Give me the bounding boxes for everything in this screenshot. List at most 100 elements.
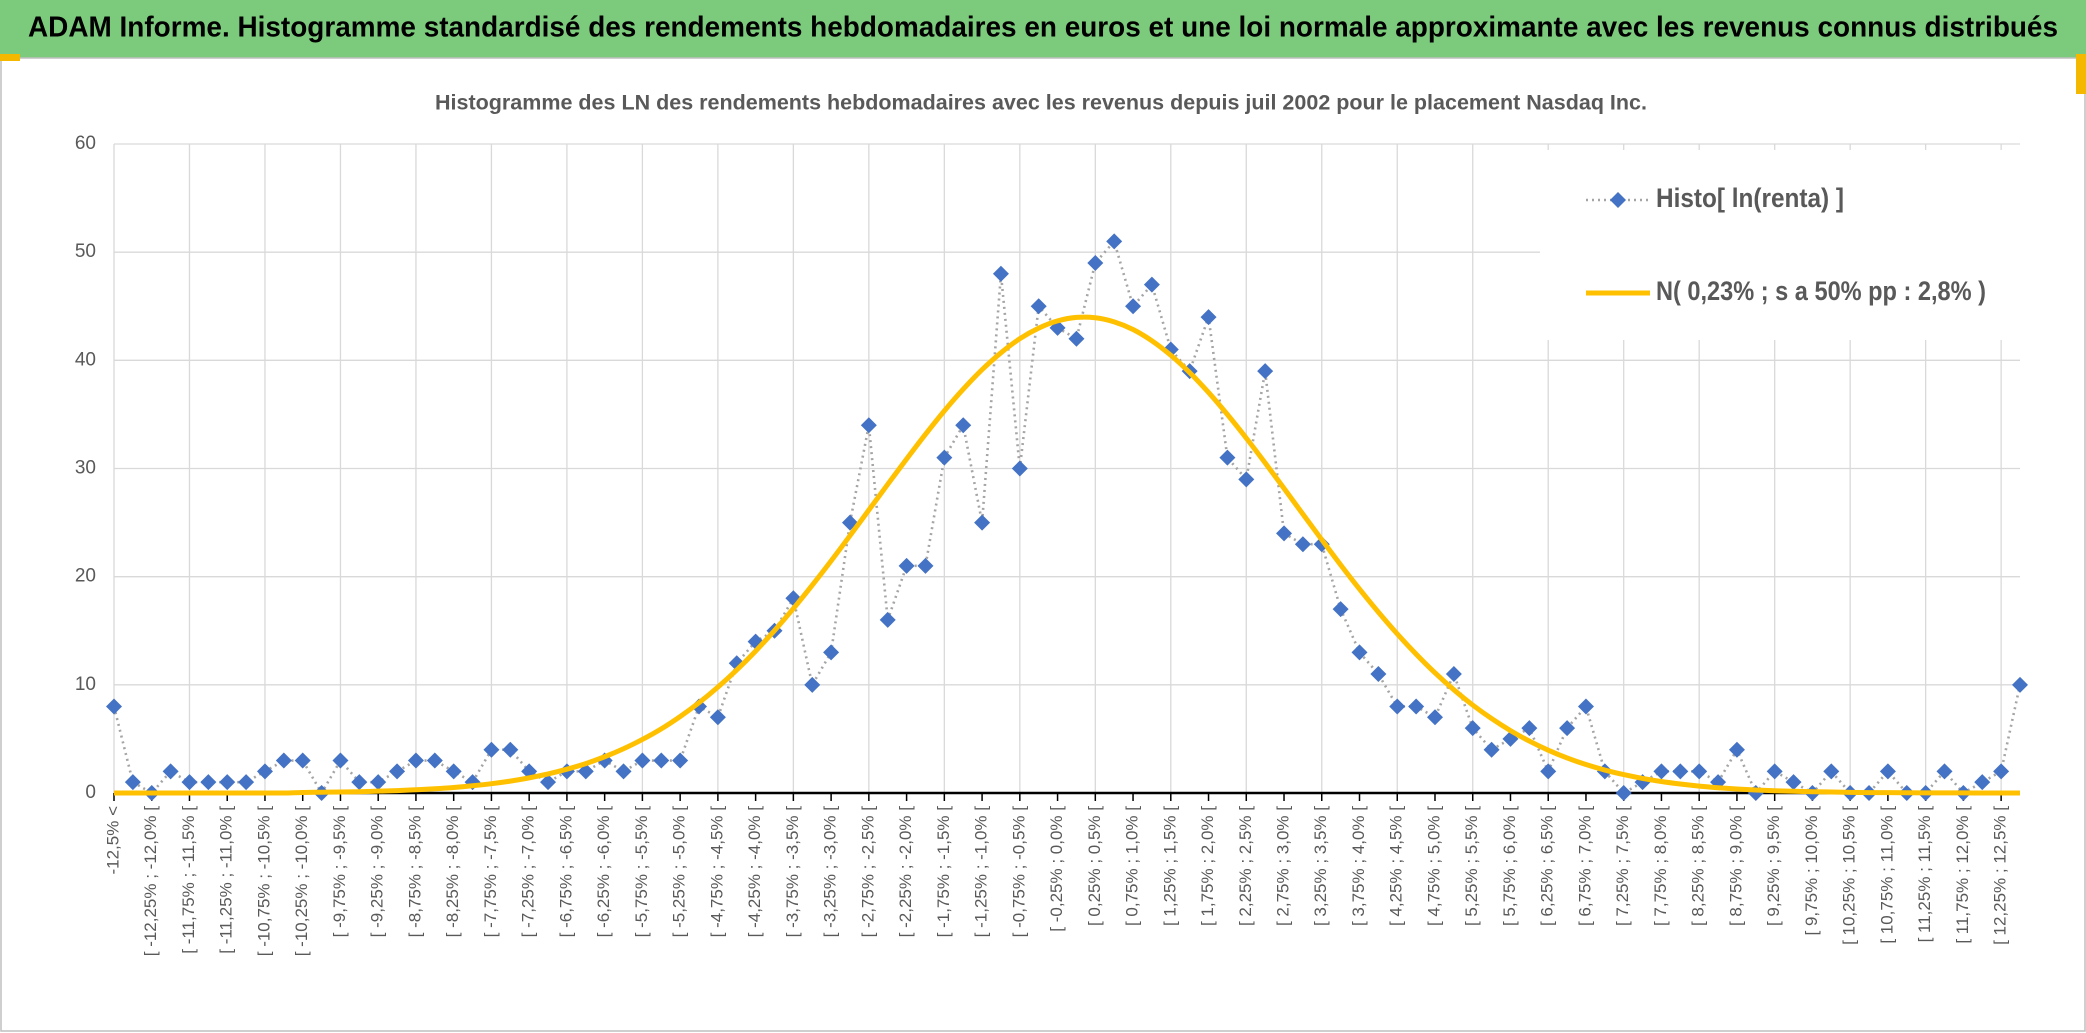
- x-tick-label: [ -8,75% ; -8,5% [: [405, 806, 424, 938]
- data-point: [1577, 698, 1594, 715]
- data-point: [256, 763, 273, 780]
- x-tick-label: [ -9,25% ; -9,0% [: [368, 806, 387, 938]
- x-tick-label: [ 3,25% ; 3,5% [: [1311, 806, 1330, 926]
- x-tick-label: [ 0,25% ; 0,5% [: [1085, 806, 1104, 926]
- banner-title: ADAM Informe. Histogramme standardisé de…: [28, 12, 2058, 44]
- data-point: [1068, 330, 1085, 347]
- data-point: [370, 774, 387, 791]
- data-point: [540, 774, 557, 791]
- data-point: [1351, 644, 1368, 661]
- x-tick-label: [ 4,75% ; 5,0% [: [1424, 806, 1443, 926]
- corner-mark: [0, 54, 20, 61]
- data-point: [823, 644, 840, 661]
- x-tick-label: [ 10,25% ; 10,5% [: [1840, 806, 1859, 945]
- x-tick-label: [ 2,75% ; 3,0% [: [1274, 806, 1293, 926]
- data-point: [917, 557, 934, 574]
- x-tick-label: [ -2,75% ; -2,5% [: [858, 806, 877, 938]
- y-tick-label: 20: [75, 566, 96, 587]
- data-point: [1483, 741, 1500, 758]
- data-point: [1011, 460, 1028, 477]
- y-tick-label: 0: [85, 782, 96, 803]
- data-point: [1106, 233, 1123, 250]
- data-point: [1766, 763, 1783, 780]
- data-point: [238, 774, 255, 791]
- y-tick-label: 10: [75, 674, 96, 695]
- x-tick-label: [ -9,75% ; -9,5% [: [330, 806, 349, 938]
- data-point: [634, 752, 651, 769]
- x-tick-label: [ 7,25% ; 7,5% [: [1613, 806, 1632, 926]
- data-point: [407, 752, 424, 769]
- y-tick-label: 60: [75, 133, 96, 154]
- x-tick-label: [ -0,25% ; 0,0% [: [1047, 806, 1066, 932]
- data-point: [615, 763, 632, 780]
- x-tick-label: [ -6,75% ; -6,5% [: [556, 806, 575, 938]
- data-point: [898, 557, 915, 574]
- x-tick-label: [ -4,75% ; -4,5% [: [707, 806, 726, 938]
- x-tick-label: [ 12,25% ; 12,5% [: [1991, 806, 2010, 945]
- data-point: [1200, 309, 1217, 326]
- data-point: [162, 763, 179, 780]
- data-point: [1936, 763, 1953, 780]
- data-point: [860, 417, 877, 434]
- data-point: [483, 741, 500, 758]
- data-point: [879, 611, 896, 628]
- x-tick-label: [ 5,25% ; 5,5% [: [1462, 806, 1481, 926]
- data-point: [1691, 763, 1708, 780]
- x-tick-label: [ 9,75% ; 10,0% [: [1802, 806, 1821, 936]
- x-tick-label: [ -2,25% ; -2,0% [: [896, 806, 915, 938]
- x-tick-label: [ -5,75% ; -5,5% [: [632, 806, 651, 938]
- x-tick-label: [ 6,25% ; 6,5% [: [1538, 806, 1557, 926]
- x-tick-label: [ -10,75% ; -10,5% [: [254, 806, 273, 957]
- data-point: [1445, 666, 1462, 683]
- data-point: [1294, 536, 1311, 553]
- data-point: [1143, 276, 1160, 293]
- x-tick-label: [ 7,75% ; 8,0% [: [1651, 806, 1670, 926]
- data-point: [219, 774, 236, 791]
- data-point: [1426, 709, 1443, 726]
- x-tick-label: [ 1,25% ; 1,5% [: [1160, 806, 1179, 926]
- y-tick-label: 40: [75, 349, 96, 370]
- x-tick-label: [ -12,25% ; -12,0% [: [141, 806, 160, 957]
- data-point: [1030, 298, 1047, 315]
- y-tick-label: 30: [75, 458, 96, 479]
- data-point: [1540, 763, 1557, 780]
- x-tick-label: [ -5,25% ; -5,0% [: [670, 806, 689, 938]
- data-point: [653, 752, 670, 769]
- x-tick-label: [ 4,25% ; 4,5% [: [1387, 806, 1406, 926]
- data-point: [1728, 741, 1745, 758]
- banner: [0, 0, 2086, 58]
- x-tick-label: [ 5,75% ; 6,0% [: [1500, 806, 1519, 926]
- data-point: [1559, 720, 1576, 737]
- data-point: [1276, 525, 1293, 542]
- x-tick-label: [ 1,75% ; 2,0% [: [1198, 806, 1217, 926]
- data-point: [1521, 720, 1538, 737]
- data-point: [106, 698, 122, 715]
- data-point: [426, 752, 443, 769]
- x-tick-label: [ -0,75% ; -0,5% [: [1009, 806, 1028, 938]
- data-point: [992, 265, 1009, 282]
- y-tick-label: 50: [75, 241, 96, 262]
- data-point: [1219, 449, 1236, 466]
- data-point: [389, 763, 406, 780]
- data-point: [1332, 601, 1349, 618]
- data-point: [1408, 698, 1425, 715]
- data-point: [936, 449, 953, 466]
- data-point: [1672, 763, 1689, 780]
- legend-box: [1540, 150, 2020, 340]
- data-point: [200, 774, 217, 791]
- data-point: [275, 752, 292, 769]
- data-point: [1615, 785, 1632, 801]
- x-tick-label: [ -6,25% ; -6,0% [: [594, 806, 613, 938]
- data-point: [1785, 774, 1802, 791]
- data-point: [2012, 676, 2028, 693]
- data-point: [1823, 763, 1840, 780]
- corner-mark: [2076, 54, 2086, 94]
- x-tick-label: [ -8,25% ; -8,0% [: [443, 806, 462, 938]
- data-point: [124, 774, 141, 791]
- data-point: [332, 752, 349, 769]
- data-point: [1087, 254, 1104, 271]
- data-point: [672, 752, 689, 769]
- data-point: [974, 514, 991, 531]
